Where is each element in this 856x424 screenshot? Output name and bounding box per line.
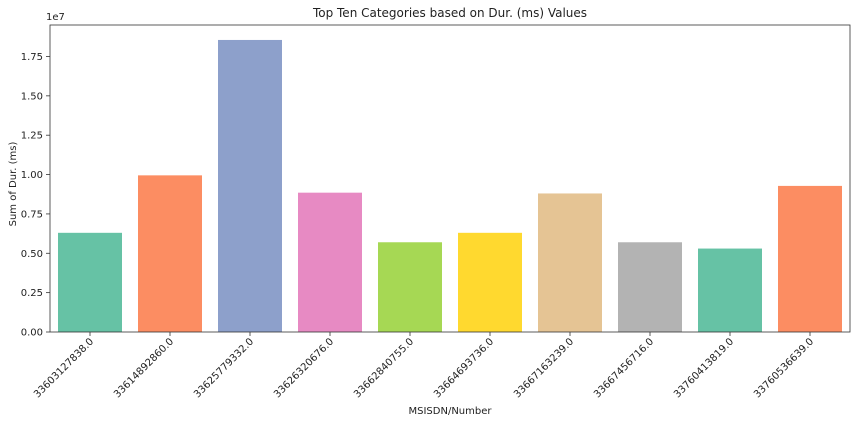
x-tick-label: 33664693736.0 xyxy=(432,336,496,400)
bar-33603127838.0 xyxy=(58,232,122,332)
bar-33667456716.0 xyxy=(618,242,682,332)
y-tick-label: 1.00 xyxy=(21,170,43,181)
x-tick-label: 33625779332.0 xyxy=(192,336,256,400)
x-axis: 33603127838.0 33614892860.0 33625779332.0 3… xyxy=(32,332,816,400)
y-axis: 0.00 0.25 0.50 0.75 1.00 1.25 1.50 1.75 xyxy=(21,52,50,339)
bar-33664693736.0 xyxy=(458,232,522,332)
y-tick-label: 0.75 xyxy=(21,209,43,220)
x-tick-label: 33662840755.0 xyxy=(352,336,416,400)
x-tick-label: 33760536639.0 xyxy=(752,336,816,400)
y-tick-label: 1.75 xyxy=(21,52,43,63)
bar-33667163239.0 xyxy=(538,193,602,332)
y-tick-label: 0.25 xyxy=(21,288,43,299)
x-tick-label: 33667456716.0 xyxy=(592,336,656,400)
y-tick-label: 0.50 xyxy=(21,249,43,260)
bar-33625779332.0 xyxy=(218,39,282,332)
bar-33614892860.0 xyxy=(138,175,202,332)
y-tick-label: 1.25 xyxy=(21,131,43,142)
y-axis-offset-label: 1e7 xyxy=(46,12,65,23)
y-tick-label: 1.50 xyxy=(21,91,43,102)
x-tick-label: 33667163239.0 xyxy=(512,336,576,400)
x-tick-label: 33603127838.0 xyxy=(32,336,96,400)
bar-33760413819.0 xyxy=(698,248,762,332)
y-tick-label: 0.00 xyxy=(21,328,43,339)
x-tick-label: 33760413819.0 xyxy=(672,336,736,400)
x-tick-label: 33614892860.0 xyxy=(112,336,176,400)
x-axis-label: MSISDN/Number xyxy=(409,406,493,417)
x-tick-label: 33626320676.0 xyxy=(272,336,336,400)
bar-33662840755.0 xyxy=(378,242,442,332)
chart-title: Top Ten Categories based on Dur. (ms) Va… xyxy=(312,6,587,20)
plot-frame xyxy=(49,24,851,333)
bars-group xyxy=(58,39,842,332)
bar-33626320676.0 xyxy=(298,192,362,332)
bar-33760536639.0 xyxy=(778,185,842,332)
y-axis-label: Sum of Dur. (ms) xyxy=(8,142,19,227)
